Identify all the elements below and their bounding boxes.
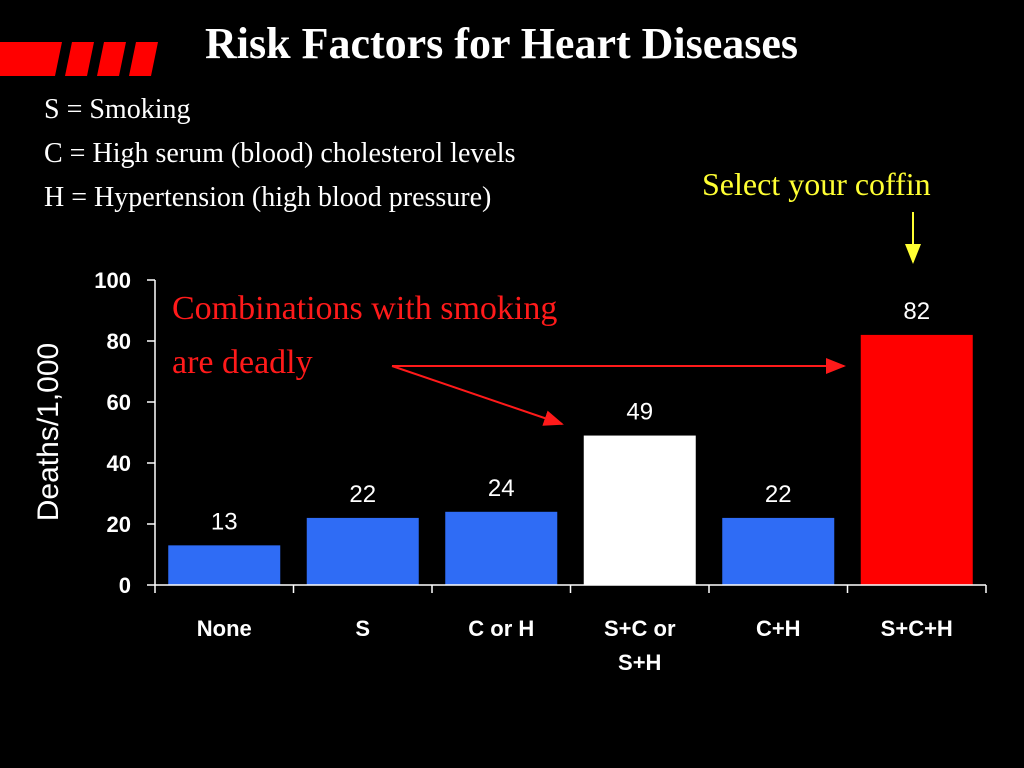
y-tick-label: 80 [107,329,131,354]
x-tick-label: S+H [618,650,661,675]
stripe [97,42,126,76]
data-label: 13 [211,508,238,535]
stripe [65,42,94,76]
data-label: 82 [903,298,930,325]
bar [860,334,973,585]
combo-arrow-to-s-c-or-s-h [391,365,564,426]
legend-line-cholesterol: C = High serum (blood) cholesterol level… [44,138,516,169]
combination-annotation-line: are deadly [172,344,313,381]
y-tick-label: 100 [94,268,131,293]
y-axis-label: Deaths/1,000 [32,343,65,521]
legend-line-hypertension: H = Hypertension (high blood pressure) [44,182,492,213]
data-label: 24 [488,475,515,502]
bar [583,435,696,585]
abbreviation-legend: S = Smoking C = High serum (blood) chole… [44,88,515,220]
bar [168,545,281,585]
data-label: 49 [626,399,653,426]
x-tick-label: S+C or [604,616,676,641]
legend-line-smoking: S = Smoking [44,94,191,125]
x-tick-label: S [355,616,370,641]
bar [445,511,558,585]
data-label: 22 [765,481,792,508]
y-tick-label: 20 [107,512,131,537]
x-tick-label: C or H [468,616,534,641]
x-tick-label: C+H [756,616,801,641]
stripe [129,42,158,76]
y-tick-label: 40 [107,451,131,476]
decorative-red-stripes [0,42,158,76]
x-tick-label: S+C+H [881,616,953,641]
combination-annotation-line: Combinations with smoking [172,290,558,327]
stripe [0,42,62,76]
bar [722,517,835,585]
bar [306,517,419,585]
y-tick-label: 60 [107,390,131,415]
y-tick-label: 0 [119,573,131,598]
slide-title: Risk Factors for Heart Diseases [205,19,799,68]
coffin-annotation: Select your coffin [702,166,931,202]
x-tick-label: None [197,616,252,641]
combination-annotation: Combinations with smoking are deadly [172,282,557,390]
data-label: 22 [349,481,376,508]
